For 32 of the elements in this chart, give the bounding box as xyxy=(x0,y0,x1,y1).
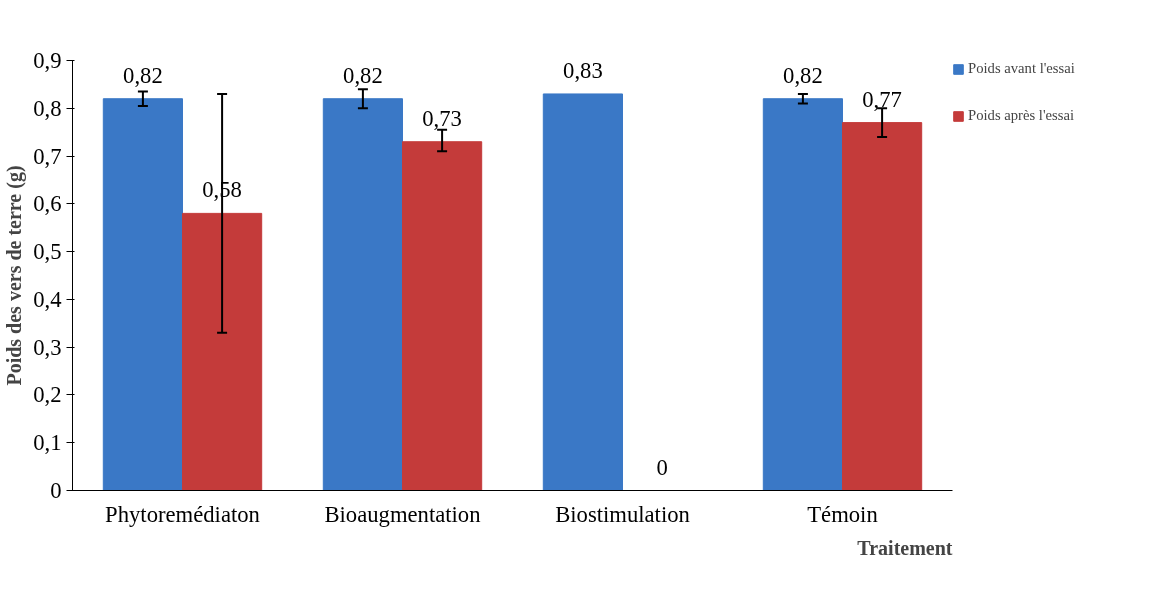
data-label: 0,77 xyxy=(862,86,902,112)
x-axis-title: Traitement xyxy=(857,536,953,559)
bar xyxy=(402,141,483,491)
data-label: 0,73 xyxy=(422,105,462,131)
x-tick-label: Bioaugmentation xyxy=(324,501,481,527)
bar xyxy=(762,98,843,491)
bar xyxy=(542,93,623,491)
data-label: 0,82 xyxy=(123,62,163,88)
y-tick-label: 0,7 xyxy=(33,143,62,169)
data-label: 0 xyxy=(656,454,668,480)
data-label: 0,83 xyxy=(563,57,603,83)
bar xyxy=(322,98,403,491)
y-tick-label: 0,9 xyxy=(33,48,62,73)
y-tick-label: 0,3 xyxy=(33,334,62,360)
legend-label: Poids avant l'essai xyxy=(968,60,1076,77)
bar xyxy=(182,212,263,491)
bar xyxy=(102,98,183,491)
y-tick-label: 0,5 xyxy=(33,239,62,265)
y-tick-label: 0,1 xyxy=(33,430,62,456)
y-tick-label: 0 xyxy=(50,478,62,503)
y-tick-label: 0,2 xyxy=(33,382,62,408)
data-label: 0,82 xyxy=(783,62,823,88)
data-label: 0,82 xyxy=(343,62,383,88)
x-tick-label: Témoin xyxy=(807,501,878,527)
bar xyxy=(842,122,923,491)
x-tick-label: Phytoremédiaton xyxy=(105,501,260,527)
x-tick-label: Biostimulation xyxy=(555,501,690,527)
legend-label: Poids après l'essai xyxy=(968,107,1076,124)
y-tick-label: 0,4 xyxy=(33,286,62,312)
y-axis-title: Poids des vers de terre (g) xyxy=(3,165,27,386)
y-tick-label: 0,8 xyxy=(33,95,62,121)
y-tick-label: 0,6 xyxy=(33,191,62,217)
